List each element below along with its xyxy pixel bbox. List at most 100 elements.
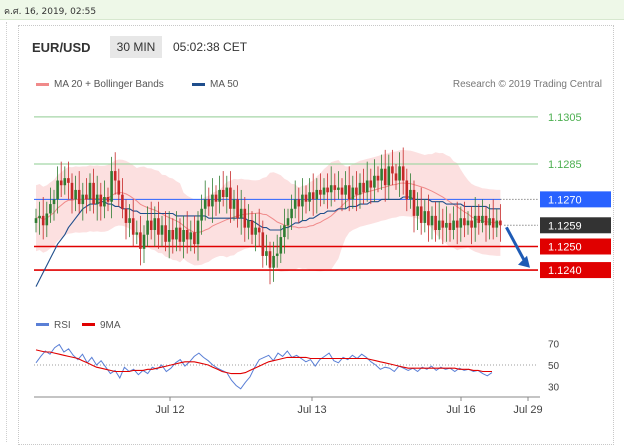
candle-body <box>419 206 423 223</box>
top-bar: ค.ศ. 16, 2019, 02:55 <box>0 0 624 20</box>
candle-body <box>153 218 157 230</box>
candle-body <box>365 180 369 193</box>
candle-body <box>445 222 448 228</box>
candle-body <box>135 232 139 235</box>
candle-body <box>347 185 351 200</box>
candle-body <box>171 230 175 240</box>
candle-body <box>200 208 203 221</box>
candle-body <box>293 199 297 209</box>
candle-body <box>275 253 279 256</box>
candle-body <box>491 218 495 228</box>
candle-body <box>239 208 243 219</box>
candle-body <box>268 251 272 268</box>
rsi-tick-label: 70 <box>548 339 560 350</box>
candle-body <box>49 204 52 214</box>
candle-body <box>430 215 434 226</box>
candle-body <box>437 220 441 230</box>
legend-ma50: MA 50 <box>192 79 238 90</box>
candle-body <box>146 220 149 235</box>
forecast-arrow-head <box>518 255 530 268</box>
candle-body <box>113 171 117 181</box>
candle-body <box>257 227 261 233</box>
candle-body <box>106 197 110 202</box>
candle-body <box>441 220 445 228</box>
candle-body <box>221 189 225 197</box>
level-label: 1.1240 <box>548 265 582 277</box>
candle-body <box>63 178 67 186</box>
candle-body <box>391 166 394 174</box>
candle-body <box>247 220 250 228</box>
legend-ma20-swatch <box>36 82 49 86</box>
candle-body <box>412 189 416 216</box>
candle-body <box>358 182 362 195</box>
candle-body <box>232 199 236 209</box>
candle-body <box>452 220 455 230</box>
candle-body <box>319 189 322 195</box>
x-tick-label: Jul 13 <box>297 404 326 416</box>
candle-body <box>131 218 135 235</box>
level-label-bg <box>540 238 611 255</box>
candle-body <box>250 220 254 235</box>
ma20-line <box>35 182 501 233</box>
candle-body <box>56 180 59 200</box>
candle-body <box>376 175 380 181</box>
candle-body <box>157 218 160 235</box>
level-label-bg <box>540 191 611 208</box>
candle-body <box>207 199 211 207</box>
candle-body <box>149 220 153 230</box>
x-tick-label: Jul 12 <box>155 404 184 416</box>
candle-body <box>488 218 491 226</box>
candle-body <box>218 189 221 202</box>
candle-body <box>164 225 167 242</box>
candle-body <box>484 215 488 226</box>
legend-9ma-label: 9MA <box>100 320 121 331</box>
candle-body <box>81 194 85 205</box>
timeframe-button[interactable]: 30 MIN <box>110 36 162 58</box>
candle-body <box>470 220 473 228</box>
research-credit: Research © 2019 Trading Central <box>452 79 602 90</box>
candle-body <box>455 220 459 228</box>
candle-body <box>427 211 430 226</box>
candle-body <box>189 232 193 240</box>
candle-body <box>322 187 326 195</box>
candle-body <box>394 173 398 181</box>
candle-body <box>34 218 38 223</box>
candle-body <box>67 178 70 183</box>
level-label: 1.1259 <box>548 220 582 232</box>
candle-body <box>272 255 275 268</box>
candle-body <box>383 168 387 186</box>
candle-body <box>178 227 182 242</box>
candle-body <box>301 194 304 207</box>
level-label-bg <box>540 262 611 279</box>
candle-body <box>286 218 290 226</box>
candle-body <box>85 194 88 200</box>
candle-body <box>70 182 74 200</box>
legend-ma20: MA 20 + Bollinger Bands <box>36 79 164 90</box>
candle-body <box>59 180 63 186</box>
candle-body <box>459 218 463 228</box>
candle-body <box>243 208 247 228</box>
x-tick-label: Jul 29 <box>513 404 542 416</box>
candle-body <box>110 171 113 202</box>
candle-body <box>409 189 412 200</box>
candle-body <box>355 187 358 195</box>
candle-body <box>333 185 337 190</box>
forecast-arrow-shaft <box>505 226 528 265</box>
candle-body <box>416 206 419 216</box>
candle-body <box>225 187 229 197</box>
side-divider <box>6 22 7 442</box>
legend-ma50-label: MA 50 <box>210 79 239 90</box>
candle-body <box>95 194 99 205</box>
timestamp: ค.ศ. 16, 2019, 02:55 <box>4 7 97 17</box>
candle-body <box>351 187 355 200</box>
candle-body <box>265 251 268 256</box>
candle-body <box>167 230 171 242</box>
candle-body <box>477 215 481 223</box>
candle-body <box>38 215 41 219</box>
candle-body <box>142 234 146 249</box>
candle-body <box>261 232 265 256</box>
candle-body <box>448 222 452 230</box>
candles <box>34 147 502 285</box>
candle-body <box>481 215 484 223</box>
candle-body <box>405 180 409 200</box>
